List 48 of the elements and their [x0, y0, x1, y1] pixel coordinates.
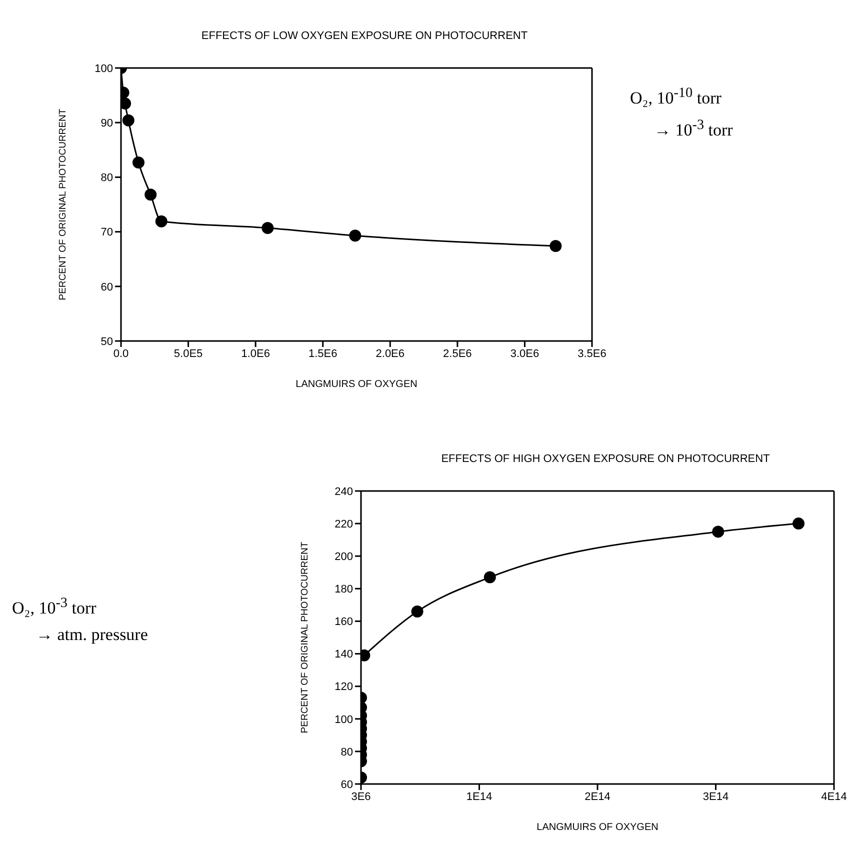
point	[792, 518, 805, 530]
point	[132, 156, 144, 168]
y-tick-label: 50	[100, 336, 113, 348]
text: O₂, 10$^{-3}$ torr	[12, 594, 98, 620]
x-tick-label: 3.0E6	[510, 348, 540, 360]
x-tick-label: 2E14	[584, 790, 610, 803]
text: → atm. pressure	[35, 624, 148, 646]
point	[122, 114, 134, 126]
y-tick-label: 70	[100, 226, 113, 239]
y-tick-label: 180	[334, 584, 353, 596]
y-tick-label: 80	[340, 746, 353, 758]
chart-title: EFFECTS OF LOW OXYGEN EXPOSURE ON PHOTOCURRENT	[200, 30, 529, 42]
y-tick-label: 220	[334, 518, 353, 530]
x-tick-label: 0.0	[113, 348, 129, 360]
x-tick-label: 3E14	[702, 790, 729, 803]
y-tick-label: 240	[334, 486, 353, 498]
point	[550, 240, 562, 252]
y-axis-title: PERCENT OF ORIGINAL PHOTOCURRENT	[299, 542, 310, 734]
x-tick-label: 2.5E6	[443, 348, 472, 360]
x-tick-label: 1.0E6	[241, 348, 270, 360]
y-tick-label: 60	[340, 778, 353, 791]
text: → 10$^{-3}$ torr	[653, 116, 733, 142]
point	[155, 215, 168, 228]
y-tick-label: 120	[334, 681, 353, 694]
y-tick-label: 80	[100, 172, 113, 184]
y-tick-label: 100	[94, 62, 113, 75]
y-tick-label: 160	[334, 616, 353, 628]
x-tick-label: 5.0E5	[174, 348, 203, 360]
point	[349, 230, 362, 242]
x-tick-label: 4E14	[821, 790, 847, 803]
x-tick-label: 1E14	[466, 790, 492, 803]
x-tick-label: 3.5E6	[578, 348, 606, 360]
text: O₂, 10$^{-10}$ torr	[630, 84, 722, 110]
x-tick-label: 2.0E6	[376, 348, 405, 360]
x-axis-title: LANGMUIRS OF OXYGEN	[296, 379, 418, 390]
x-tick-label: 3E6	[351, 790, 371, 803]
y-axis-title: PERCENT OF ORIGINAL PHOTOCURRENT	[57, 108, 68, 300]
point	[712, 526, 724, 538]
y-tick-label: 200	[334, 551, 353, 564]
y-tick-label: 60	[100, 281, 113, 294]
y-tick-label: 90	[100, 118, 113, 130]
point	[144, 188, 157, 201]
x-axis-title: LANGMUIRS OF OXYGEN	[536, 822, 658, 833]
y-tick-label: 140	[334, 648, 353, 661]
x-tick-label: 1.5E6	[308, 348, 338, 360]
y-tick-label: 100	[334, 714, 353, 726]
chart-title: EFFECTS OF HIGH OXYGEN EXPOSURE ON PHOTOCURRENT	[440, 453, 771, 465]
point	[262, 222, 274, 234]
